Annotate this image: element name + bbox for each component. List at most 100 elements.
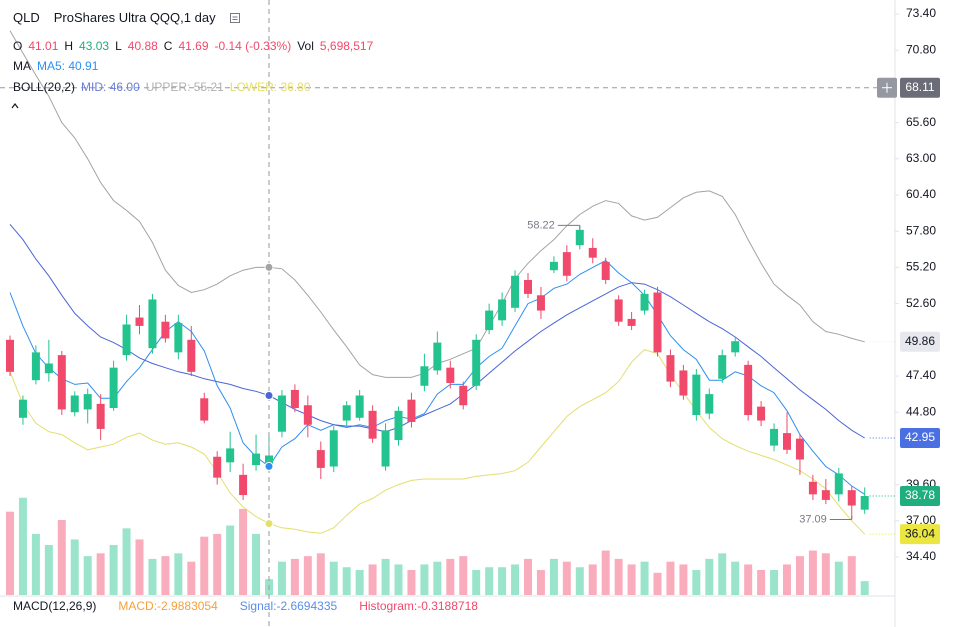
volume-bar bbox=[808, 550, 817, 595]
legend-item: Histogram:-0.3188718 bbox=[359, 599, 478, 613]
y-tick-label: 65.60 bbox=[906, 115, 936, 129]
volume-bar bbox=[666, 561, 675, 595]
y-tick-label: 73.40 bbox=[906, 6, 936, 20]
legend-item: -0.14 (-0.33%) bbox=[214, 39, 292, 53]
candle-body bbox=[187, 339, 196, 372]
y-tick-label: 63.00 bbox=[906, 151, 936, 165]
y-tick-label: 52.60 bbox=[906, 296, 936, 310]
volume-bar bbox=[860, 581, 869, 595]
volume-bar bbox=[109, 545, 118, 595]
candle-body bbox=[770, 428, 779, 446]
candle-body bbox=[847, 490, 856, 506]
candle-body bbox=[783, 433, 791, 450]
candle-body bbox=[96, 403, 105, 429]
volume-bar bbox=[549, 558, 558, 595]
volume-bar bbox=[394, 564, 403, 595]
volume-bar bbox=[148, 558, 157, 595]
marker-box bbox=[900, 524, 940, 545]
legend-item: MID: 46.00 bbox=[81, 80, 140, 94]
legend-item: O bbox=[13, 39, 23, 53]
volume-bar bbox=[226, 525, 235, 595]
volume-bar bbox=[44, 545, 53, 595]
legend-item: 41.69 bbox=[178, 39, 209, 53]
extreme-label: 58.22 bbox=[527, 219, 555, 231]
volume-bar bbox=[744, 564, 753, 595]
y-tick-label: 60.40 bbox=[906, 187, 936, 201]
legend-item: Vol bbox=[297, 39, 314, 53]
macd-legend: MACD(12,26,9) MACD:-2.9883054 Signal:-2.66… bbox=[13, 599, 478, 613]
volume-bar bbox=[368, 564, 377, 595]
volume-bar bbox=[575, 567, 584, 595]
volume-bar bbox=[355, 570, 364, 595]
volume-bar bbox=[252, 533, 261, 595]
volume-bar bbox=[511, 564, 520, 595]
candle-body bbox=[536, 295, 545, 311]
candle-body bbox=[640, 293, 649, 311]
candle-body bbox=[226, 448, 235, 463]
volume-bar bbox=[524, 558, 532, 595]
candle-body bbox=[316, 450, 325, 468]
ma-legend: MA MA5: 40.91 bbox=[13, 59, 98, 73]
volume-bar bbox=[70, 539, 79, 595]
crosshair-dot bbox=[264, 262, 274, 272]
candle-body bbox=[135, 317, 144, 326]
candle-body bbox=[407, 399, 416, 422]
candle-body bbox=[213, 456, 222, 478]
crosshair-price-label: 68.11 bbox=[905, 80, 934, 94]
candle-body bbox=[860, 496, 869, 510]
y-tick-label: 34.40 bbox=[906, 549, 936, 563]
candle-body bbox=[627, 318, 636, 326]
y-tick-label: 47.40 bbox=[906, 368, 936, 382]
candle-body bbox=[109, 367, 118, 409]
volume-bar bbox=[588, 564, 597, 595]
candle-body bbox=[562, 252, 571, 276]
volume-bar bbox=[303, 556, 312, 595]
volume-bar bbox=[679, 564, 688, 595]
legend-item: BOLL(20,2) bbox=[13, 80, 76, 94]
volume-bar bbox=[407, 570, 416, 595]
volume-bar bbox=[627, 564, 636, 595]
volume-bar bbox=[433, 561, 442, 595]
candle-body bbox=[549, 261, 558, 271]
volume-bar bbox=[705, 558, 714, 595]
legend-item: MA5: 40.91 bbox=[37, 59, 99, 73]
indicator-line bbox=[9, 259, 865, 495]
y-tick-label: 44.80 bbox=[906, 404, 936, 418]
volume-bar bbox=[847, 556, 856, 595]
candle-body bbox=[744, 364, 753, 415]
volume-bar bbox=[459, 556, 468, 595]
candle-body bbox=[433, 342, 442, 371]
candle-body bbox=[692, 374, 701, 415]
volume-bar bbox=[614, 558, 623, 595]
volume-bar bbox=[536, 570, 545, 595]
candle-body bbox=[511, 275, 520, 308]
candle-body bbox=[70, 395, 79, 413]
crosshair-dot bbox=[264, 519, 274, 529]
volume-bar bbox=[290, 558, 299, 595]
volume-bar bbox=[834, 561, 843, 595]
ohlc-legend: O 41.01 H 43.03 L 40.88 C 41.69 -0.14 (-0.33%) Vo… bbox=[13, 39, 373, 53]
candle-body bbox=[57, 355, 66, 410]
candle-body bbox=[6, 339, 14, 372]
legend-item: 5,698,517 bbox=[319, 39, 374, 53]
volume-bar bbox=[31, 533, 40, 595]
candle-body bbox=[679, 370, 688, 396]
candle-body bbox=[342, 405, 351, 421]
candle-body bbox=[200, 398, 209, 421]
candle-body bbox=[303, 405, 312, 425]
collapse-caret[interactable] bbox=[10, 102, 20, 110]
candle-body bbox=[485, 310, 494, 331]
volume-bar bbox=[692, 570, 701, 595]
legend-item: UPPER: 55.21 bbox=[145, 80, 224, 94]
volume-bar bbox=[6, 511, 14, 595]
candle-body bbox=[355, 395, 364, 418]
candle-body bbox=[653, 292, 662, 353]
volume-bar bbox=[770, 570, 779, 595]
legend-item: MACD(12,26,9) bbox=[13, 599, 97, 613]
volume-bar bbox=[316, 553, 325, 595]
crosshair-price-box bbox=[900, 77, 940, 98]
candle-body bbox=[18, 399, 27, 418]
legend-item: H bbox=[64, 39, 74, 53]
collapse-icon[interactable] bbox=[229, 13, 240, 23]
